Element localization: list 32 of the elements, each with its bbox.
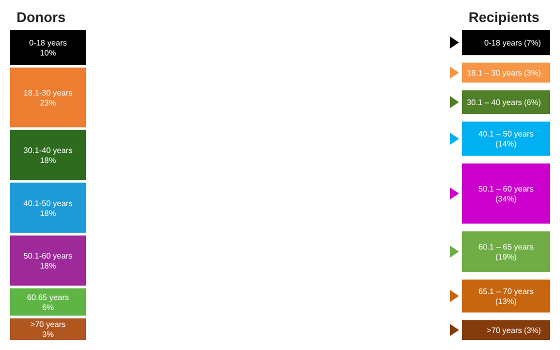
category-label: >70 years [30,320,66,330]
data-label: (3%) [524,326,542,336]
data-label: 3% [42,330,54,340]
data-label: (14%) [495,140,518,149]
text: Recipients [468,9,540,25]
category-label: 50.1-60 years [24,252,72,261]
data-label: 10% [40,48,56,58]
data-label: (6%) [524,98,542,108]
data-label: 6% [42,303,54,312]
category-label: 18.1 – 30 years [466,68,522,78]
data-label: 18% [40,156,56,165]
data-label: (19%) [495,252,518,262]
category-label: 18.1-30 years [24,88,72,98]
category-label: 30.1 – 40 years [466,98,522,108]
category-label: 60.1 – 65 years [478,242,534,252]
category-label: 40.1-50 years [24,198,72,208]
category-label: 50.1 – 60 years [478,184,534,194]
data-label: 18% [40,262,56,271]
data-label: (13%) [495,297,518,306]
data-label: 18% [40,208,56,218]
category-label: 30.1-40 years [24,146,72,155]
category-label: 0-18 years [29,38,67,48]
category-label: 40.1 – 50 years [478,130,534,139]
category-label: 60.65 years [27,293,69,302]
data-label: 23% [40,98,56,108]
data-label: (34%) [495,194,518,204]
category-label: 65.1 – 70 years [478,287,534,296]
data-label: (3%) [524,68,542,78]
data-label: (7%) [524,38,542,48]
text: Donors [16,9,66,25]
category-label: 0-18 years [484,38,522,48]
category-label: >70 years [486,326,522,336]
